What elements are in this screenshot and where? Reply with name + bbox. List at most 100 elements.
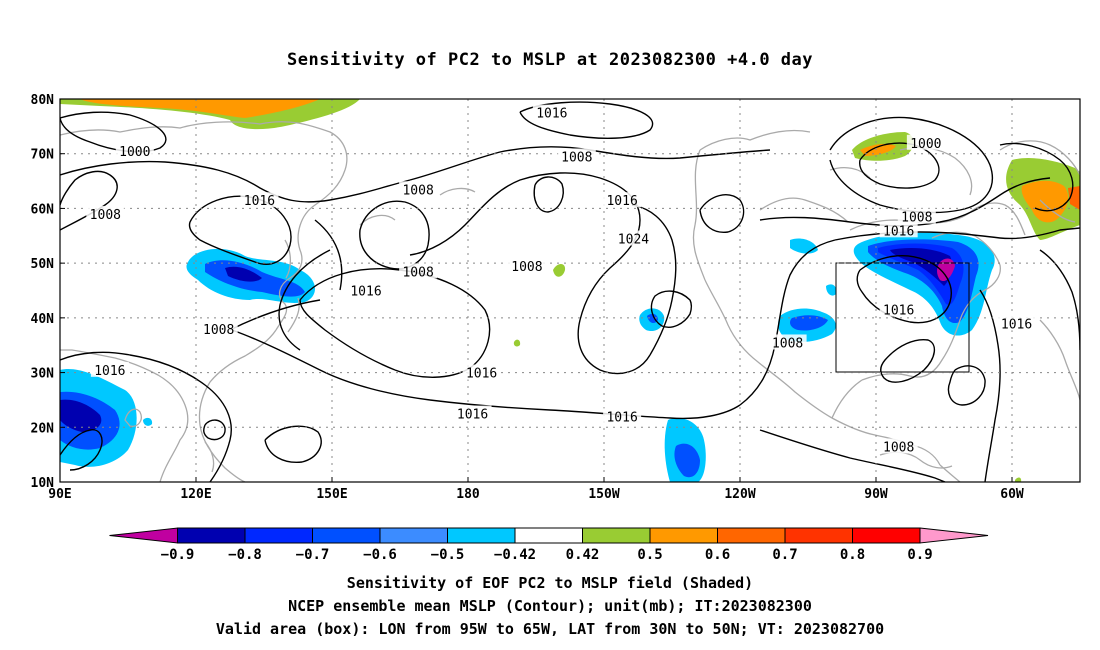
contour-label: 1016	[606, 194, 637, 209]
positive-region	[860, 143, 896, 156]
negative-region	[826, 284, 837, 296]
contour-label-bg	[86, 205, 125, 221]
contour-label-bg	[399, 181, 438, 197]
coastlines	[60, 121, 1080, 482]
contour-label-bg	[614, 230, 653, 246]
contour-label: 1016	[457, 408, 488, 423]
contour-label-bg	[603, 408, 642, 424]
colorbar-segment	[379, 527, 448, 544]
negative-region	[890, 248, 953, 286]
contour-label: 1008	[901, 211, 932, 226]
negative-region	[674, 443, 700, 478]
contour-label-bg	[997, 315, 1036, 331]
lat-tick-label: 40N	[31, 312, 55, 327]
valid-area-box	[835, 262, 970, 373]
negative-region	[790, 238, 818, 254]
contour-label-bg	[532, 104, 571, 120]
negative-region	[790, 315, 828, 331]
footer-line-1: Sensitivity of EOF PC2 to MSLP field (Sh…	[346, 574, 754, 592]
footer-line-2: NCEP ensemble mean MSLP (Contour); unit(…	[288, 597, 812, 615]
colorbar-label: 0.6	[705, 547, 730, 563]
colorbar-segment	[312, 527, 381, 544]
positive-region	[80, 99, 320, 118]
contour-label-bg	[768, 334, 807, 350]
colorbar-segment	[852, 527, 921, 544]
contour-label: 1016	[466, 367, 497, 382]
colorbar-label: −0.6	[363, 547, 397, 563]
colorbar-segment	[514, 527, 583, 544]
lon-tick-label: 120W	[724, 487, 755, 502]
colorbar-label: −0.7	[296, 547, 330, 563]
positive-region	[1015, 477, 1022, 482]
positive-region	[1068, 186, 1080, 210]
contour-label-bg	[879, 301, 918, 317]
sensitivity-shading	[60, 99, 1080, 482]
contour-label: 1008	[883, 440, 914, 455]
axis-ticks: 90E 120E 150E 180 150W 120W 90W 60W 80N 70N 60N 50N…	[31, 93, 1024, 502]
contour-label: 1008	[90, 208, 121, 223]
contour-label-bg	[453, 405, 492, 421]
colorbar-segment	[177, 527, 246, 544]
lat-tick-label: 80N	[31, 93, 55, 108]
colorbar-segment	[717, 527, 786, 544]
colorbar-segment	[582, 527, 651, 544]
positive-region	[1021, 180, 1069, 223]
lat-tick-label: 30N	[31, 367, 55, 382]
contour-label-bg	[462, 364, 501, 380]
lon-tick-label: 150W	[588, 487, 619, 502]
contour-label: 1008	[511, 260, 542, 275]
contour-label: 1016	[94, 364, 125, 379]
lon-tick-label: 90E	[48, 487, 71, 502]
positive-region	[513, 339, 521, 347]
contour-label: 1016	[606, 410, 637, 425]
colorbar: −0.9 −0.8 −0.7 −0.6 −0.5 −0.42 0.42 0.5 0.6 0.7 0.…	[109, 527, 989, 563]
contour-label: 1016	[883, 224, 914, 239]
contour-label: 1016	[1001, 317, 1032, 332]
lon-tick-label: 150E	[316, 487, 347, 502]
negative-region	[937, 258, 955, 282]
contour-label: 1008	[772, 336, 803, 351]
contour-label-bg	[906, 134, 945, 150]
contour-label: 1016	[883, 304, 914, 319]
lat-tick-label: 10N	[31, 476, 55, 491]
lon-tick-label: 90W	[864, 487, 888, 502]
contour-labels: 1016100010001008100810161008101610081016…	[86, 104, 1036, 455]
colorbar-segment	[447, 527, 516, 544]
lat-lon-grid	[60, 99, 1080, 482]
colorbar-label: 0.5	[637, 547, 662, 563]
lon-tick-label: 120E	[180, 487, 211, 502]
contour-label: 1000	[119, 145, 150, 160]
contour-label: 1008	[402, 265, 433, 280]
contour-label-bg	[879, 222, 918, 238]
contour-label: 1016	[244, 194, 275, 209]
plot-frame	[59, 98, 1081, 483]
contour-label-bg	[399, 263, 438, 279]
colorbar-segment	[244, 527, 313, 544]
contour-label: 1008	[561, 150, 592, 165]
colorbar-label: −0.8	[228, 547, 262, 563]
colorbar-label: 0.7	[772, 547, 797, 563]
colorbar-label: −0.9	[161, 547, 195, 563]
map-title: Sensitivity of PC2 to MSLP at 2023082300…	[286, 50, 813, 70]
colorbar-label: −0.42	[494, 547, 536, 563]
colorbar-segment	[649, 527, 718, 544]
contour-label: 1000	[910, 137, 941, 152]
colorbar-segment	[784, 527, 853, 544]
lat-tick-label: 50N	[31, 257, 55, 272]
negative-region	[60, 399, 102, 432]
colorbar-low-arrow	[109, 527, 178, 544]
contour-label: 1008	[402, 183, 433, 198]
contour-label-bg	[507, 257, 546, 273]
colorbar-label: −0.5	[431, 547, 465, 563]
lat-tick-label: 60N	[31, 202, 55, 217]
positive-region	[553, 264, 566, 277]
contour-label: 1008	[203, 323, 234, 338]
negative-region	[225, 266, 262, 282]
colorbar-high-arrow	[919, 527, 989, 544]
contour-label-bg	[879, 438, 918, 454]
lat-tick-label: 20N	[31, 421, 55, 436]
contour-label-bg	[199, 320, 238, 336]
contour-label-bg	[90, 361, 129, 377]
colorbar-label: 0.9	[907, 547, 932, 563]
